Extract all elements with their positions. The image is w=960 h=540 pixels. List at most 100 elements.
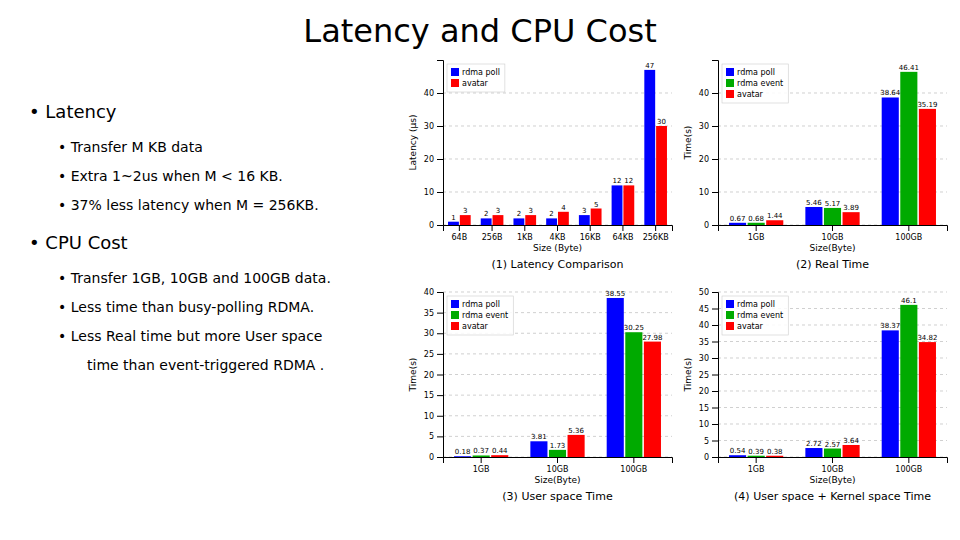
x-axis-title: Size(Byte) xyxy=(534,475,580,485)
y-tick: 25 xyxy=(424,350,443,359)
bar xyxy=(748,223,765,225)
data-labels: 0.675.4638.640.685.1746.411.443.8935.19 xyxy=(730,64,938,223)
legend: rdma pollavatar xyxy=(447,64,505,92)
tick-label: 0 xyxy=(429,453,434,462)
tick-mark xyxy=(712,159,718,160)
data-label: 3 xyxy=(463,207,467,215)
bar xyxy=(612,185,623,225)
legend-swatch xyxy=(726,300,734,308)
tick-label: 10 xyxy=(424,412,434,421)
tick-mark xyxy=(437,375,443,376)
tick-mark xyxy=(590,225,591,231)
bar xyxy=(460,215,471,225)
tick-mark xyxy=(557,457,558,463)
tick-label: 0 xyxy=(704,453,709,462)
data-label: 3 xyxy=(582,207,586,215)
tick-mark xyxy=(712,358,718,359)
tick-label: 40 xyxy=(699,89,709,98)
tick-mark xyxy=(437,93,443,94)
tick-label: 40 xyxy=(424,288,434,297)
y-tick: 0 xyxy=(704,221,718,230)
x-axis: 64B256B1KB4KB16KB64KB256KB xyxy=(444,225,673,242)
bar xyxy=(448,222,459,225)
sub-bullet: • Transfer M KB data xyxy=(58,139,203,155)
y-tick: 10 xyxy=(699,420,718,429)
tick-mark xyxy=(437,313,443,314)
x-tick: 64KB xyxy=(612,225,633,242)
tick-label: 10GB xyxy=(547,465,569,474)
data-labels: 122231247333451230 xyxy=(451,62,666,222)
data-label: 5.36 xyxy=(568,427,584,435)
axis-line xyxy=(437,61,444,226)
tick-mark xyxy=(712,424,718,425)
y-tick: 15 xyxy=(424,391,443,400)
tick-label: 64KB xyxy=(612,233,633,242)
tick-label: 25 xyxy=(424,350,434,359)
bar xyxy=(549,450,566,457)
tick-label: 5 xyxy=(429,432,434,441)
data-label: 2.72 xyxy=(806,440,822,448)
data-labels: 0.183.8138.550.371.7330.250.445.3627.98 xyxy=(455,290,663,456)
legend-swatch xyxy=(451,79,459,87)
x-tick: 4KB xyxy=(550,225,566,242)
axis-line xyxy=(712,61,719,226)
tick-mark xyxy=(712,457,718,458)
tick-label: 15 xyxy=(699,404,709,413)
tick-mark xyxy=(437,126,443,127)
y-tick: 5 xyxy=(704,437,718,446)
tick-mark xyxy=(712,126,718,127)
legend-entry: rdma poll xyxy=(737,68,775,77)
tick-mark xyxy=(557,225,558,231)
y-tick: 20 xyxy=(424,371,443,380)
sub-bullet: • Less Real time but more User space xyxy=(58,328,322,344)
data-label: 46.41 xyxy=(899,64,919,72)
data-label: 47 xyxy=(645,62,654,70)
data-label: 1 xyxy=(451,214,455,222)
bar xyxy=(513,218,524,225)
tick-label: 30 xyxy=(699,354,709,363)
bar xyxy=(558,212,569,225)
bar xyxy=(900,72,917,225)
bar xyxy=(824,208,841,225)
legend-box xyxy=(447,64,505,92)
tick-label: 256B xyxy=(482,233,503,242)
tick-mark xyxy=(492,225,493,231)
sub-bullet: • Transfer 1GB, 10GB and 100GB data. xyxy=(58,270,331,286)
x-tick: 100GB xyxy=(895,225,922,242)
sub-bullet: • 37% less latency when M = 256KB. xyxy=(58,197,319,213)
tick-label: 10 xyxy=(424,188,434,197)
tick-mark xyxy=(712,192,718,193)
tick-label: 0 xyxy=(704,221,709,230)
tick-label: 1GB xyxy=(473,465,490,474)
legend-entry: avatar xyxy=(462,322,489,331)
legend-swatch xyxy=(726,68,734,76)
sub-bullet: • Less time than busy-polling RDMA. xyxy=(58,299,314,315)
tick-mark xyxy=(712,292,718,293)
bar xyxy=(591,209,602,226)
x-tick: 64B xyxy=(452,225,468,242)
bullet: • CPU Cost xyxy=(29,232,128,253)
bar xyxy=(843,212,860,225)
chart: 0.675.4638.640.685.1746.411.443.8935.19 0… xyxy=(683,60,948,271)
y-tick: 40 xyxy=(424,288,443,297)
tick-mark xyxy=(524,225,525,231)
tick-label: 25 xyxy=(699,371,709,380)
y-tick: 45 xyxy=(699,305,718,314)
y-tick: 5 xyxy=(429,432,443,441)
y-tick: 30 xyxy=(699,354,718,363)
tick-label: 5 xyxy=(704,437,709,446)
bars xyxy=(454,298,661,457)
axis-line xyxy=(712,293,719,458)
bars xyxy=(729,305,936,457)
bar xyxy=(644,70,655,225)
bar xyxy=(625,332,642,457)
data-label: 0.18 xyxy=(455,448,471,456)
tick-mark xyxy=(908,225,909,231)
legend: rdma pollrdma eventavatar xyxy=(722,296,788,335)
bar xyxy=(729,455,746,457)
tick-label: 50 xyxy=(699,288,709,297)
tick-label: 1GB xyxy=(748,465,765,474)
data-label: 0.54 xyxy=(730,447,746,455)
bar xyxy=(530,441,547,457)
y-tick: 35 xyxy=(699,338,718,347)
